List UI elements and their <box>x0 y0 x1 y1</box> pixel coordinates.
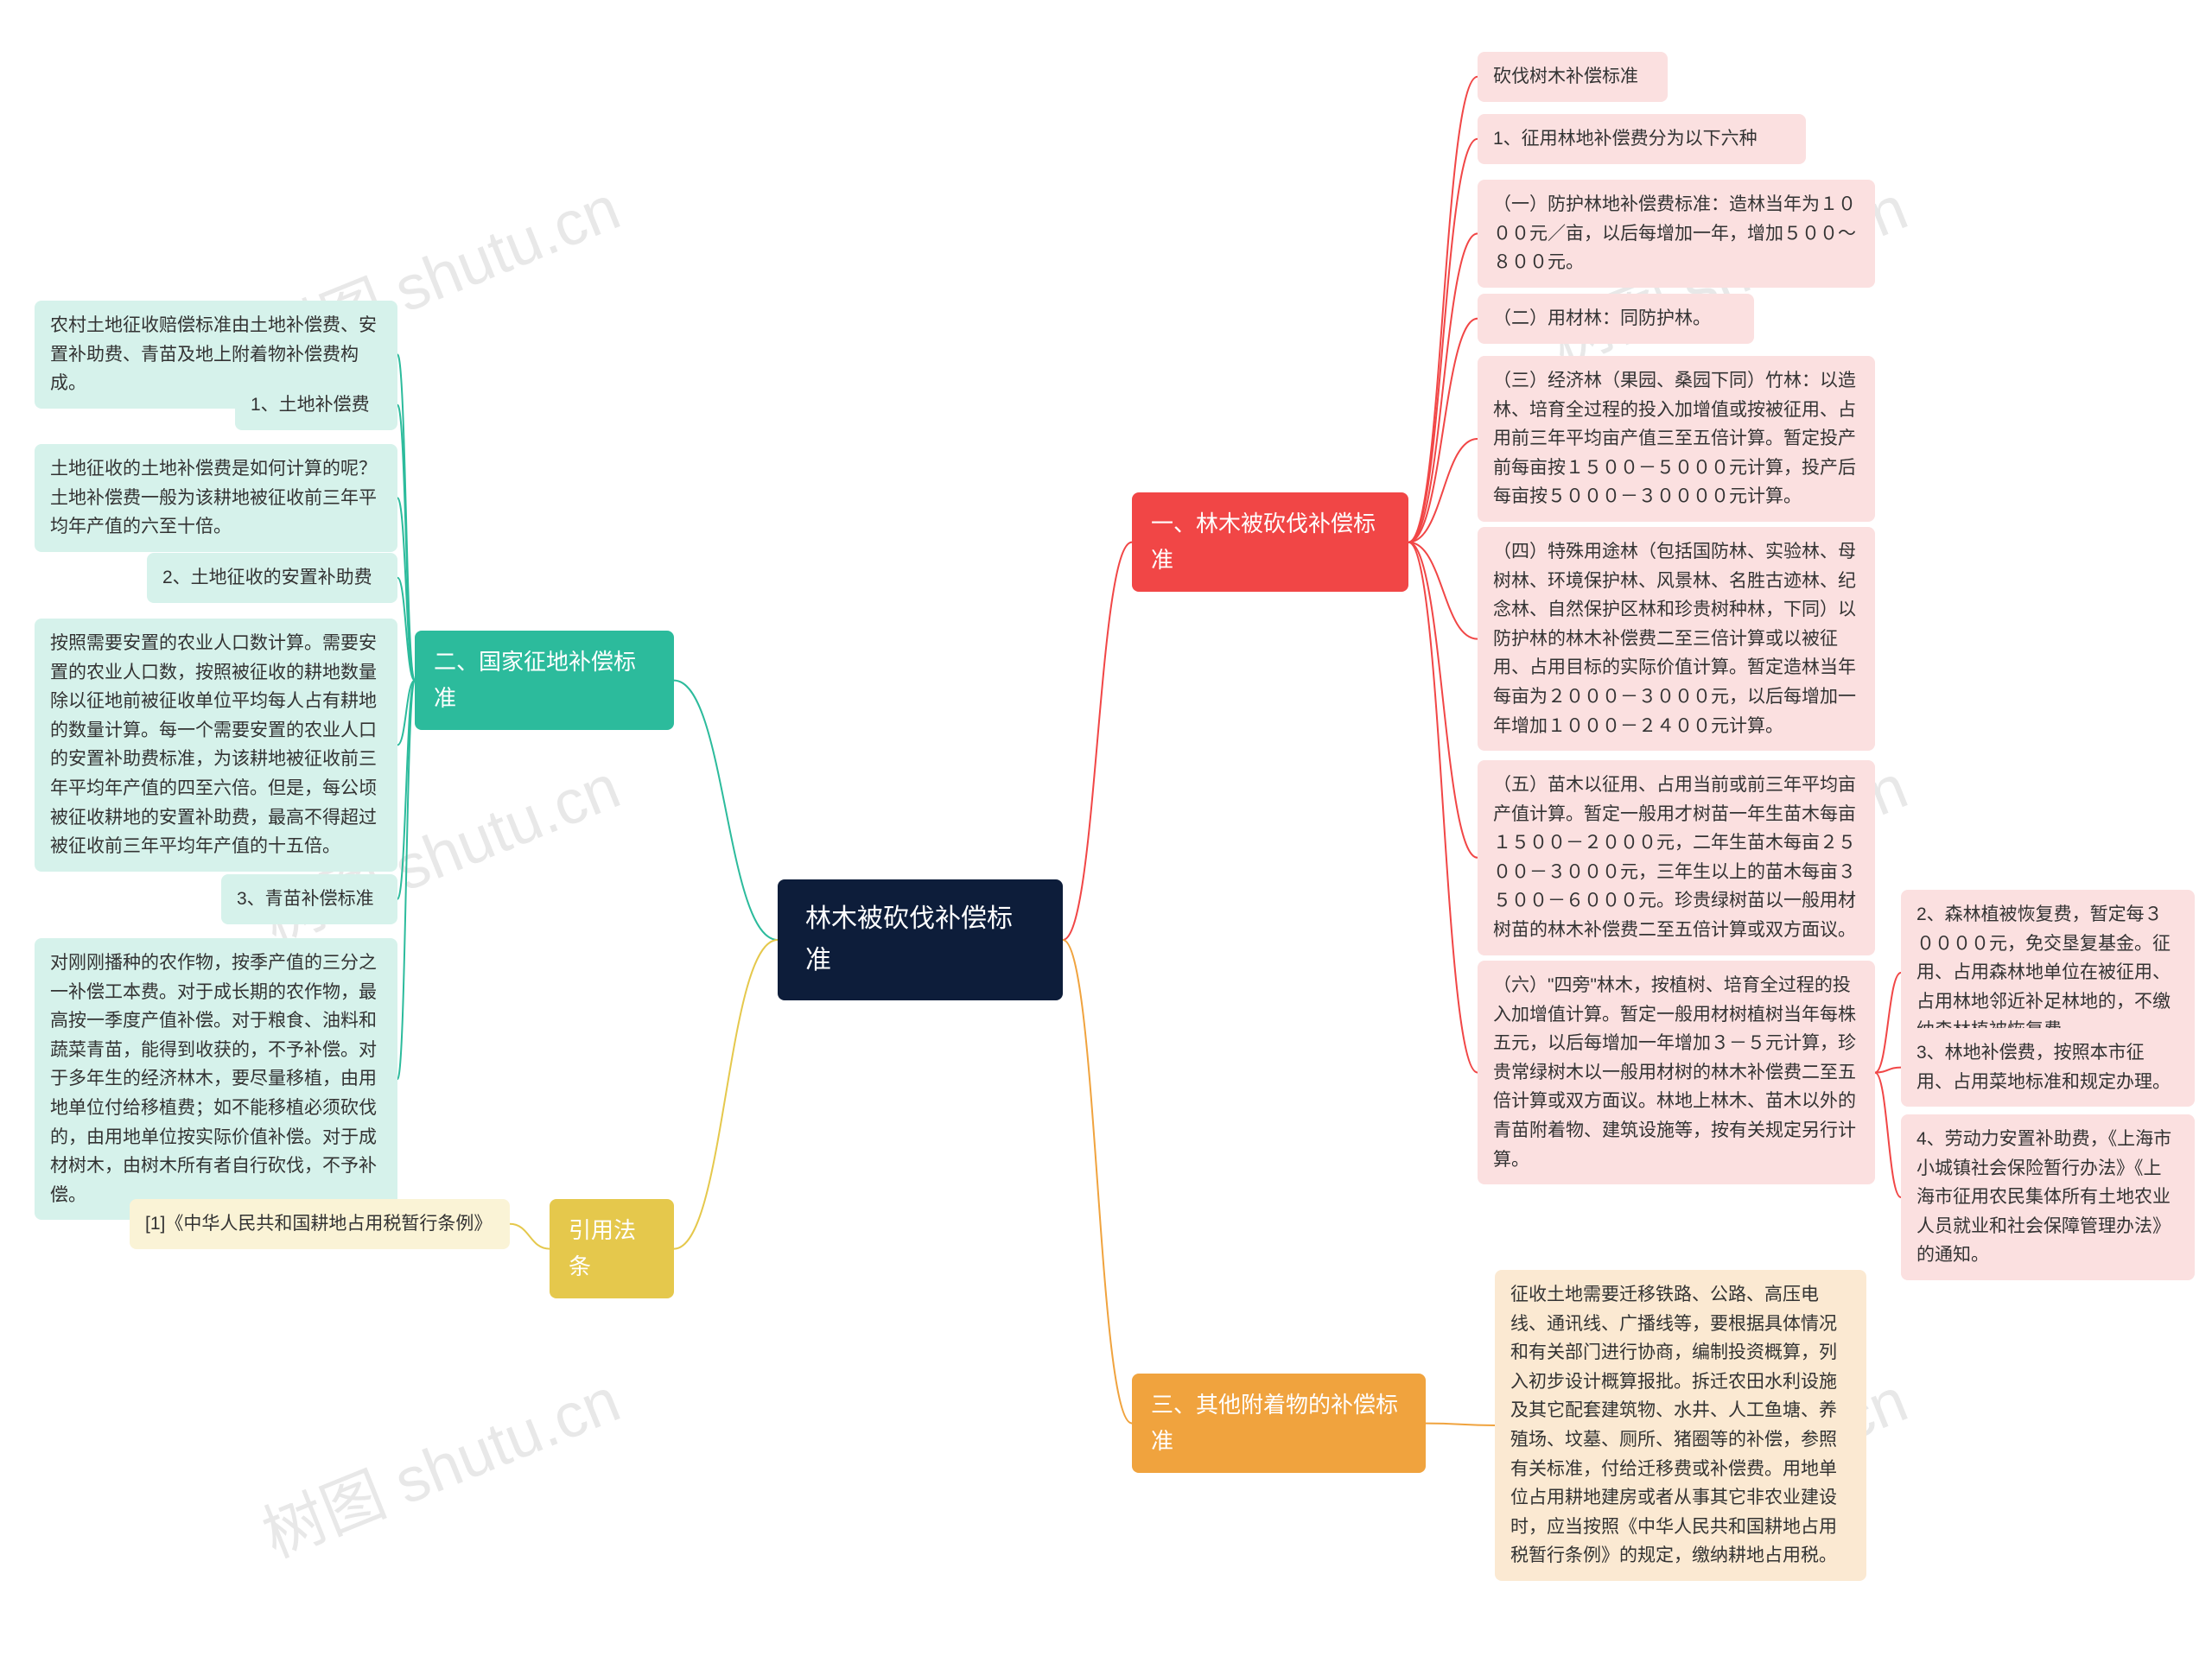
leaf-b4-0[interactable]: [1]《中华人民共和国耕地占用税暂行条例》 <box>130 1199 510 1249</box>
leaf-b1-2[interactable]: （一）防护林地补偿费标准：造林当年为１０００元／亩，以后每增加一年，增加５００～… <box>1478 180 1875 288</box>
watermark: 树图 shutu.cn <box>247 1349 631 1575</box>
leaf-b1-s2[interactable]: 3、林地补偿费，按照本市征用、占用菜地标准和规定办理。 <box>1901 1028 2195 1107</box>
leaf-b2-1[interactable]: 1、土地补偿费 <box>235 380 397 430</box>
leaf-b1-4[interactable]: （三）经济林（果园、桑园下同）竹林：以造林、培育全过程的投入加增值或按被征用、占… <box>1478 356 1875 522</box>
leaf-b2-5[interactable]: 3、青苗补偿标准 <box>221 874 397 924</box>
leaf-b2-3[interactable]: 2、土地征收的安置补助费 <box>147 553 397 603</box>
branch-4[interactable]: 引用法条 <box>550 1199 674 1298</box>
leaf-b1-s3[interactable]: 4、劳动力安置补助费，《上海市小城镇社会保险暂行办法》《上海市征用农民集体所有土… <box>1901 1114 2195 1280</box>
leaf-b1-0[interactable]: 砍伐树木补偿标准 <box>1478 52 1668 102</box>
leaf-b1-1[interactable]: 1、征用林地补偿费分为以下六种 <box>1478 114 1806 164</box>
leaf-b1-5[interactable]: （四）特殊用途林（包括国防林、实验林、母树林、环境保护林、风景林、名胜古迹林、纪… <box>1478 527 1875 751</box>
leaf-b3-0[interactable]: 征收土地需要迁移铁路、公路、高压电线、通讯线、广播线等，要根据具体情况和有关部门… <box>1495 1270 1866 1581</box>
branch-1[interactable]: 一、林木被砍伐补偿标准 <box>1132 492 1408 592</box>
branch-2[interactable]: 二、国家征地补偿标准 <box>415 631 674 730</box>
leaf-b1-6[interactable]: （五）苗木以征用、占用当前或前三年平均亩产值计算。暂定一般用才树苗一年生苗木每亩… <box>1478 760 1875 955</box>
leaf-b1-7[interactable]: （六）"四旁"林木，按植树、培育全过程的投入加增值计算。暂定一般用材树植树当年每… <box>1478 961 1875 1184</box>
branch-3[interactable]: 三、其他附着物的补偿标准 <box>1132 1374 1426 1473</box>
leaf-b1-3[interactable]: （二）用材林：同防护林。 <box>1478 294 1754 344</box>
leaf-b2-4[interactable]: 按照需要安置的农业人口数计算。需要安置的农业人口数，按照被征收的耕地数量除以征地… <box>35 619 397 872</box>
leaf-b2-2[interactable]: 土地征收的土地补偿费是如何计算的呢？土地补偿费一般为该耕地被征收前三年平均年产值… <box>35 444 397 552</box>
leaf-b2-6[interactable]: 对刚刚播种的农作物，按季产值的三分之一补偿工本费。对于成长期的农作物，最高按一季… <box>35 938 397 1220</box>
root-node[interactable]: 林木被砍伐补偿标准 <box>778 879 1063 1000</box>
